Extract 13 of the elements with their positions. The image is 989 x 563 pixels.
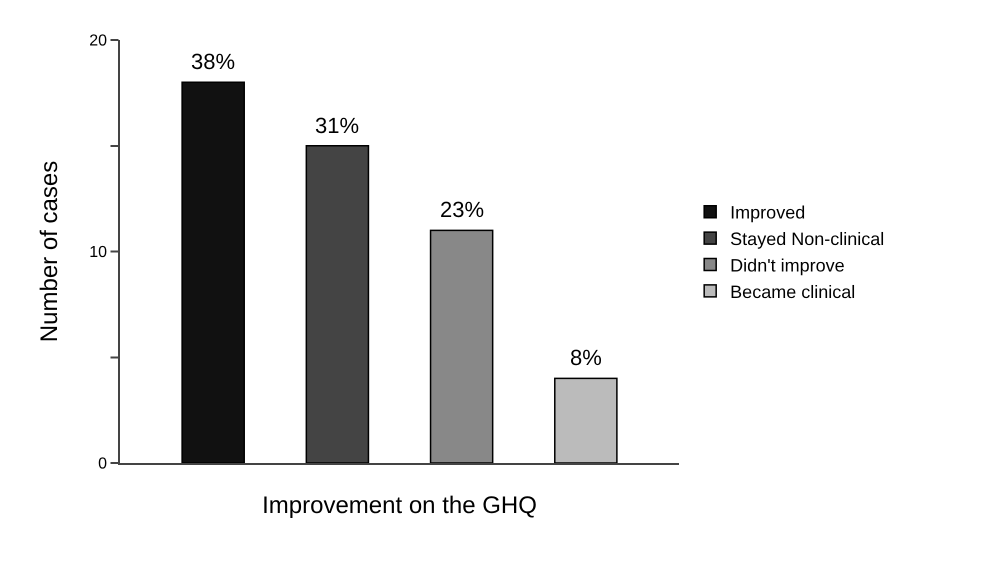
annotation: 23% [440, 197, 484, 222]
y-tick-label: 20 [89, 32, 108, 50]
legend-label: Became clinical [730, 282, 856, 302]
legend-label: Didn't improve [730, 256, 845, 276]
y-tick-label: 0 [98, 456, 108, 473]
legend-label: Improved [730, 202, 806, 223]
annotation: 8% [570, 345, 602, 370]
annotation: 31% [315, 113, 360, 138]
x-axis-title: Improvement on the GHQ [262, 492, 537, 519]
legend-label: Stayed Non-clinical [730, 229, 884, 250]
y-tick-label: 10 [89, 244, 108, 262]
y-axis-title: Number of cases [36, 160, 63, 342]
annotation: 38% [191, 49, 236, 74]
